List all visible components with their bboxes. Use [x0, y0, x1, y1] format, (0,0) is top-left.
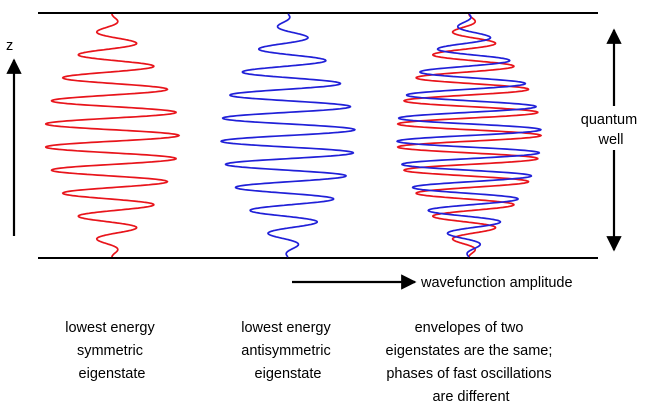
panel-overlay: [396, 13, 543, 258]
panel-symmetric: [44, 14, 181, 257]
caption-overlay: envelopes of two eigenstates are the sam…: [386, 320, 557, 405]
overlay-antisymmetric-curve: [396, 13, 542, 258]
amplitude-axis-label: wavefunction amplitude: [420, 275, 573, 291]
caption-overlay-line-4: are different: [432, 389, 509, 405]
caption-overlay-line-2: eigenstates are the same;: [386, 343, 553, 359]
caption-symmetric-line-2: symmetric: [77, 343, 143, 359]
caption-antisymmetric: lowest energy antisymmetric eigenstate: [241, 320, 335, 382]
z-axis-label: z: [6, 38, 13, 54]
well-label-backdrop: [574, 106, 652, 150]
panel-antisymmetric: [220, 13, 356, 258]
overlay-symmetric-curve: [396, 14, 543, 257]
antisymmetric-eigenstate-curve: [220, 13, 356, 258]
caption-antisymmetric-line-2: antisymmetric: [241, 343, 330, 359]
well-label-line-2: well: [598, 132, 624, 148]
caption-overlay-line-3: phases of fast oscillations: [386, 366, 551, 382]
caption-antisymmetric-line-1: lowest energy: [241, 320, 331, 336]
caption-symmetric-line-1: lowest energy: [65, 320, 155, 336]
symmetric-eigenstate-curve: [44, 14, 181, 257]
well-label: quantum well: [581, 112, 641, 148]
caption-symmetric: lowest energy symmetric eigenstate: [65, 320, 159, 382]
caption-antisymmetric-line-3: eigenstate: [255, 366, 322, 382]
caption-symmetric-line-3: eigenstate: [79, 366, 146, 382]
well-label-line-1: quantum: [581, 112, 637, 128]
caption-overlay-line-1: envelopes of two: [415, 320, 524, 336]
